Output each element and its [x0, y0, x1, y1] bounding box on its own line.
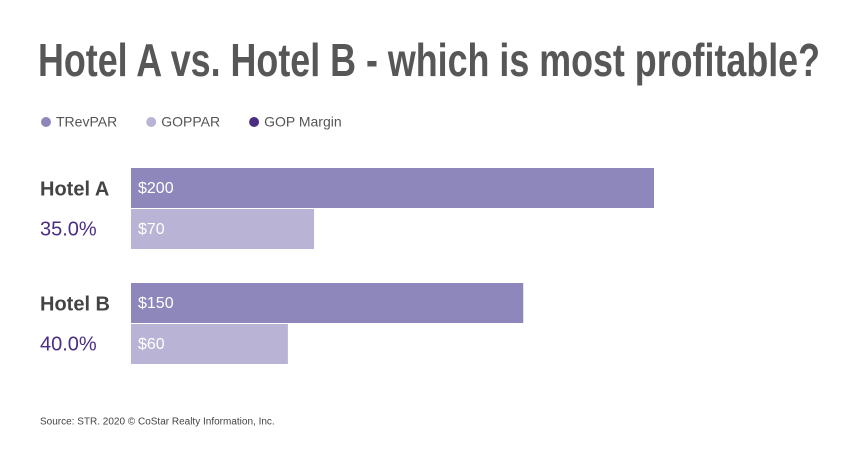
bar-value-label: $150	[138, 295, 174, 312]
margin-label: 35.0%	[40, 218, 97, 240]
legend-label: GOP Margin	[264, 114, 342, 130]
bar-value-label: $200	[138, 180, 174, 197]
chart-title: Hotel A vs. Hotel B - which is most prof…	[38, 34, 820, 86]
legend-swatch	[146, 117, 157, 127]
bar	[131, 324, 288, 364]
bar	[131, 283, 524, 323]
legend-label: GOPPAR	[161, 114, 220, 130]
legend-label: TRevPAR	[56, 114, 117, 130]
category-label: Hotel B	[40, 293, 110, 315]
bar-value-label: $70	[138, 221, 165, 238]
source-note: Source: STR. 2020 © CoStar Realty Inform…	[40, 417, 275, 428]
category-label: Hotel A	[40, 178, 109, 200]
bar-value-label: $60	[138, 336, 165, 353]
margin-label: 40.0%	[40, 333, 97, 355]
legend-swatch	[41, 117, 51, 127]
bar	[131, 168, 654, 208]
legend-swatch	[249, 117, 260, 127]
bar	[131, 209, 315, 249]
